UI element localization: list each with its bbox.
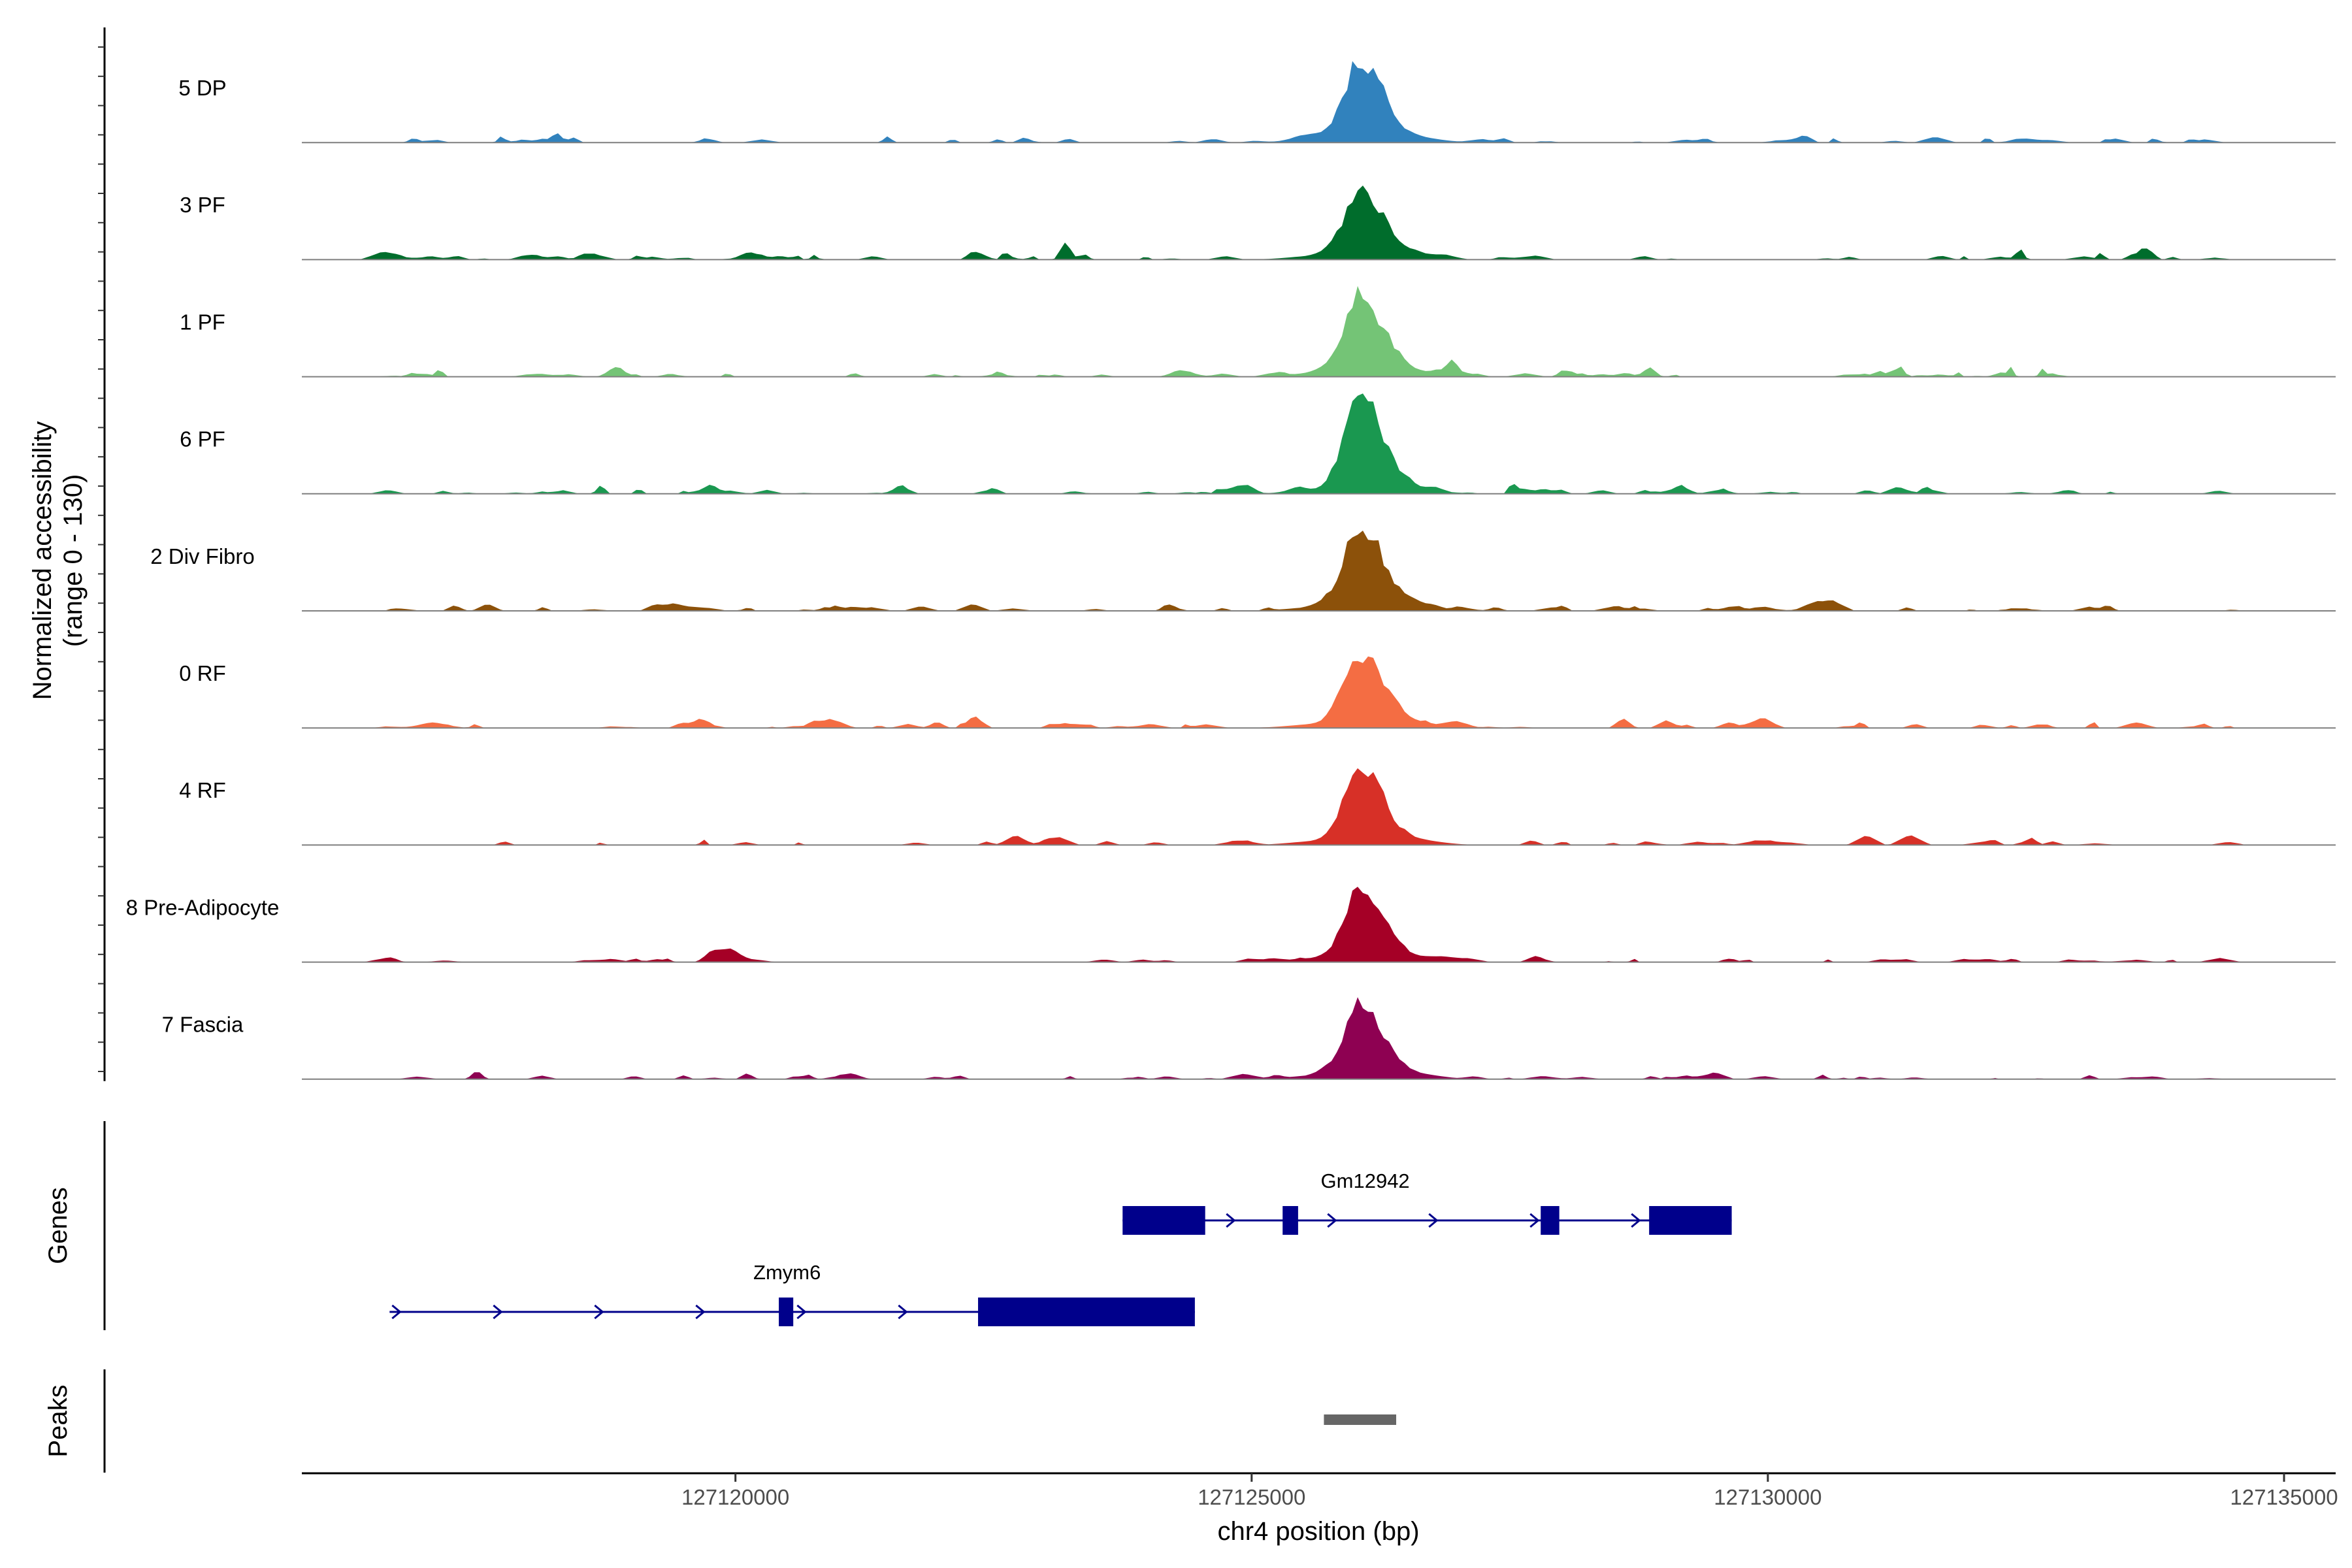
genes-panel-title: Genes — [44, 1187, 73, 1264]
peaks-panel-title: Peaks — [44, 1384, 73, 1457]
strand-chevron — [1226, 1213, 1236, 1228]
track-5-dp: 5 DP — [178, 61, 2336, 144]
exon — [779, 1298, 794, 1326]
strand-chevron — [391, 1304, 402, 1320]
strand-chevron — [1529, 1213, 1540, 1228]
x-axis: 127120000 127125000 127130000 127135000 chr… — [302, 1472, 2338, 1546]
exon — [1541, 1206, 1560, 1235]
track-2-div-fibro: 2 Div Fibro — [150, 531, 2336, 612]
exon — [1649, 1206, 1732, 1235]
track-label: 3 PF — [180, 193, 225, 217]
strand-chevron — [695, 1304, 706, 1320]
track-3-pf: 3 PF — [180, 186, 2336, 261]
gene-label: Zmym6 — [753, 1261, 821, 1284]
peaks-panel: Peaks — [44, 1369, 1397, 1473]
track-label: 5 DP — [178, 76, 226, 100]
strand-chevron — [1428, 1213, 1439, 1228]
gene-label: Gm12942 — [1321, 1169, 1410, 1192]
exon — [1122, 1206, 1205, 1235]
strand-chevron — [1631, 1213, 1641, 1228]
strand-chevron — [796, 1304, 807, 1320]
track-label: 8 Pre-Adipocyte — [126, 895, 280, 919]
track-label: 2 Div Fibro — [150, 544, 255, 568]
track-label: 7 Fascia — [162, 1013, 244, 1037]
y-axis-title-line2: (range 0 - 130) — [59, 474, 88, 647]
strand-chevron — [493, 1304, 503, 1320]
exon — [1282, 1206, 1298, 1235]
strand-chevron — [1327, 1213, 1337, 1228]
x-tick-label: 127125000 — [1198, 1485, 1305, 1509]
peak-regions — [1324, 1414, 1397, 1425]
x-tick-label: 127120000 — [681, 1485, 789, 1509]
tracks-left-axis — [98, 27, 106, 1081]
coverage-tracks: 5 DP 3 PF 1 PF 6 PF 2 Div Fibro 0 RF 4 RF 8 Pre… — [126, 61, 2336, 1080]
track-label: 0 RF — [179, 661, 226, 685]
track-label: 4 RF — [179, 778, 226, 802]
track-label: 6 PF — [180, 427, 225, 451]
genes-panel: Genes Gm12942 Zmym6 — [44, 1121, 1732, 1330]
strand-chevron — [898, 1304, 908, 1320]
track-6-pf: 6 PF — [180, 393, 2336, 495]
track-4-rf: 4 RF — [179, 768, 2336, 846]
gene-zmym6: Zmym6 — [389, 1261, 1195, 1326]
gene-models: Gm12942 Zmym6 — [389, 1169, 1732, 1326]
track-1-pf: 1 PF — [180, 286, 2336, 378]
track-8-pre-adipocyte: 8 Pre-Adipocyte — [126, 887, 2336, 963]
exon — [978, 1298, 1195, 1326]
x-tick-label: 127130000 — [1714, 1485, 1821, 1509]
track-label: 1 PF — [180, 310, 225, 334]
x-ticks: 127120000 127125000 127130000 127135000 — [681, 1473, 2338, 1509]
gene-gm12942: Gm12942 — [1122, 1169, 1732, 1235]
peak-region — [1324, 1414, 1397, 1425]
track-7-fascia: 7 Fascia — [162, 997, 2336, 1080]
track-0-rf: 0 RF — [179, 656, 2336, 729]
x-axis-title: chr4 position (bp) — [1217, 1517, 1419, 1546]
y-axis-title-line1: Normalized accessibility — [28, 421, 57, 700]
strand-chevron — [594, 1304, 604, 1320]
x-tick-label: 127135000 — [2230, 1485, 2338, 1509]
